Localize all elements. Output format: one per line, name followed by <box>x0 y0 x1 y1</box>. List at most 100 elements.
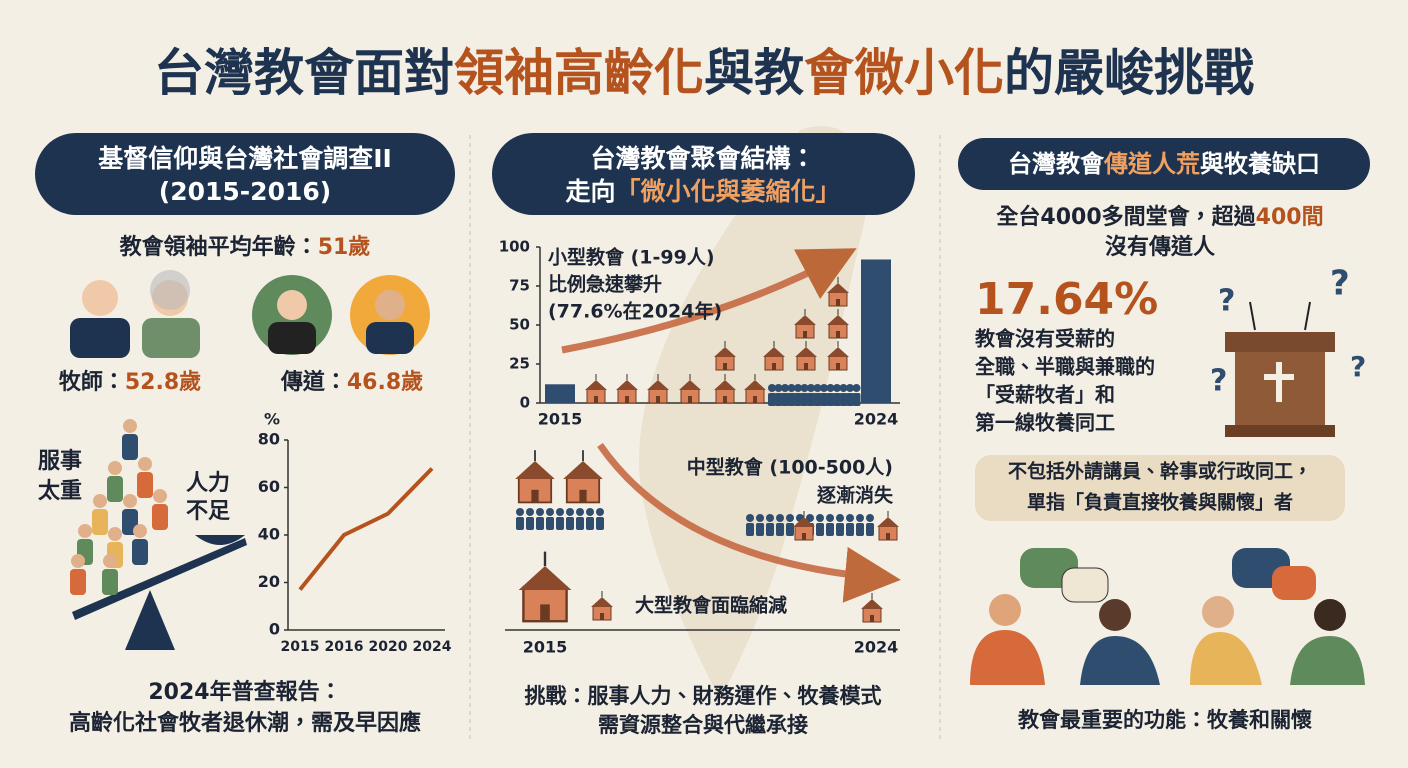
burden-label: 太重 <box>38 479 82 504</box>
icon <box>526 508 534 530</box>
svg-text:?: ? <box>1350 350 1366 383</box>
conversation-icons <box>970 548 1365 685</box>
person-head <box>71 554 85 568</box>
icon <box>756 514 764 536</box>
icon <box>514 449 556 504</box>
icon <box>786 514 794 536</box>
stat-desc: 第一線牧養同工 <box>975 411 1115 435</box>
footer: 挑戰：服事人力、財務運作、牧養模式 <box>525 684 882 708</box>
line-chart: % 0 20 40 60 80 2015 2016 2020 2024 <box>258 410 452 656</box>
y-tick-label: 40 <box>258 525 280 544</box>
value: 51歲 <box>318 235 371 260</box>
person-body <box>70 569 86 595</box>
x-tick-label: 2015 <box>538 410 583 429</box>
pulpit: ???? <box>1210 264 1366 437</box>
y-tick-label: 0 <box>520 394 530 412</box>
person-body <box>137 472 153 498</box>
header-text: 台灣教會傳道人荒與牧養缺口 <box>1008 150 1320 178</box>
header-text: (2015-2016) <box>159 177 331 206</box>
seesaw <box>72 535 247 650</box>
icon <box>776 514 784 536</box>
annotation: (77.6%在2024年) <box>548 300 722 323</box>
y-tick-label: 100 <box>499 238 530 256</box>
note: 單指「負責直接牧養與關懷」者 <box>1027 491 1293 514</box>
person-head <box>123 494 137 508</box>
stat-desc: 「受薪牧者」和 <box>975 383 1115 407</box>
x-tick-label: 2016 <box>325 639 364 655</box>
note-box <box>975 455 1345 521</box>
value: 46.8歲 <box>347 370 423 395</box>
icon <box>615 373 639 404</box>
burden-label: 服事 <box>38 448 82 474</box>
svg-text:?: ? <box>1210 364 1227 399</box>
icon <box>846 514 854 536</box>
shortage-label: 人力 <box>186 471 230 496</box>
header-accent: 「微小化與萎縮化」 <box>616 177 841 206</box>
annotation: 小型教會 (1-99人) <box>548 246 715 269</box>
title-part: 領袖高齡化 <box>454 44 704 102</box>
icon <box>556 508 564 530</box>
summary-accent: 400間 <box>1256 205 1324 230</box>
person-body <box>102 569 118 595</box>
x-tick-label: 2024 <box>413 639 452 655</box>
timeline-label: 2015 <box>523 638 568 657</box>
label: 牧師： <box>59 369 125 395</box>
bar <box>545 384 575 403</box>
y-tick-label: 80 <box>258 430 280 449</box>
person-head <box>133 524 147 538</box>
stat-desc: 全職、半職與兼職的 <box>975 355 1155 379</box>
icon <box>876 510 900 541</box>
person-head <box>123 419 137 433</box>
summary: 全台4000多間堂會，超過400間 <box>996 204 1323 230</box>
annotation: 大型教會面臨縮減 <box>635 594 787 617</box>
icon <box>562 449 604 504</box>
data-line <box>298 467 434 591</box>
page-title: 台灣教會面對領袖高齡化與教會微小化的嚴峻挑戰 <box>154 44 1254 102</box>
svg-text:?: ? <box>1330 264 1350 304</box>
y-tick-label: 0 <box>269 620 280 639</box>
person-body <box>122 434 138 460</box>
crowd <box>70 419 168 595</box>
icon <box>860 592 884 623</box>
title-part: 會微小化 <box>804 44 1004 102</box>
svg-text:?: ? <box>1218 284 1235 319</box>
label: 教會領袖平均年齡： <box>120 234 318 260</box>
growth-arrow <box>561 248 857 354</box>
church-large <box>517 550 573 623</box>
icon <box>584 373 608 404</box>
preacher-age: 傳道：46.8歲 <box>280 369 423 395</box>
footer: 教會最重要的功能：牧養和關懷 <box>1018 708 1312 732</box>
header-text: 基督信仰與台灣社會調查II <box>98 144 392 173</box>
y-tick-label: 50 <box>509 316 530 334</box>
icon <box>536 508 544 530</box>
icon <box>836 514 844 536</box>
person-head <box>138 457 152 471</box>
person-body <box>92 509 108 535</box>
x-tick-label: 2015 <box>281 639 320 655</box>
icon <box>826 514 834 536</box>
icon <box>746 514 754 536</box>
summary: 沒有傳道人 <box>1105 234 1215 260</box>
bar <box>861 259 891 403</box>
person-head <box>108 461 122 475</box>
icon <box>596 508 604 530</box>
icon <box>590 590 614 621</box>
icon <box>546 508 554 530</box>
note: 不包括外請講員、幹事或行政同工， <box>1008 460 1312 483</box>
person-head <box>78 524 92 538</box>
church-large <box>562 449 604 504</box>
icon <box>866 514 874 536</box>
x-tick-label: 2024 <box>854 410 899 429</box>
footer: 需資源整合與代繼承接 <box>598 713 808 737</box>
stat: 17.64% <box>975 274 1158 325</box>
icon <box>586 508 594 530</box>
header-part: 台灣教會 <box>1008 150 1105 178</box>
title-part: 的嚴峻挑戰 <box>1004 44 1254 102</box>
annotation: 中型教會 (100-500人) <box>687 456 893 479</box>
icon <box>816 514 824 536</box>
icon <box>766 514 774 536</box>
leader-icons <box>70 270 430 358</box>
summary-text: 全台4000多間堂會，超過 <box>996 204 1256 230</box>
y-tick-label: 75 <box>509 277 530 295</box>
person-head <box>93 494 107 508</box>
